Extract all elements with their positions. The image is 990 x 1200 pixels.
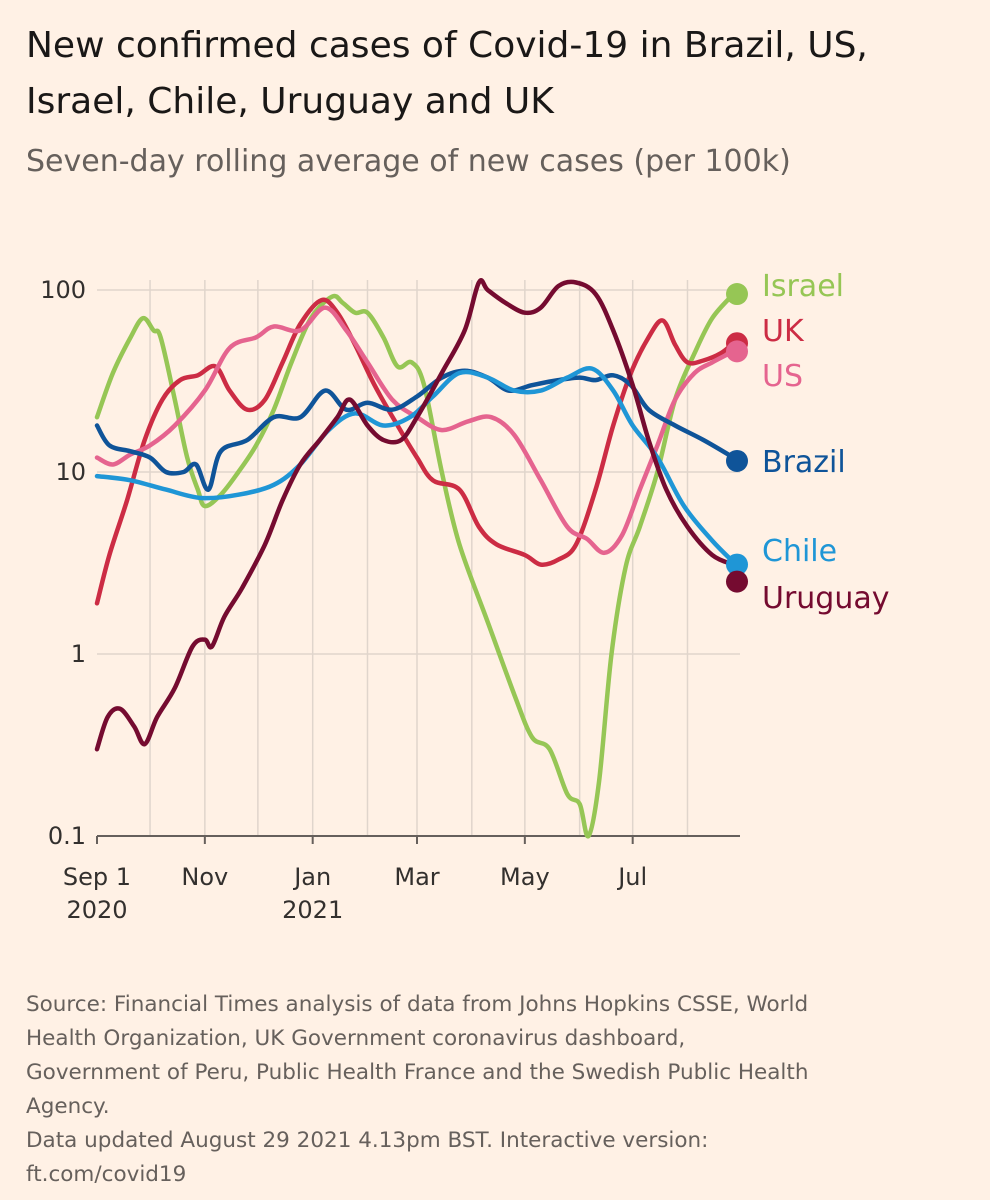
title-line: New confirmed cases of Covid-19 in Brazi…	[26, 25, 868, 66]
chart-title: New confirmed cases of Covid-19 in Brazi…	[26, 18, 966, 130]
title-line: Israel, Chile, Uruguay and UK	[26, 81, 554, 122]
end-marker-us	[726, 340, 748, 363]
series-label-us: US	[762, 359, 803, 394]
axes: 0.1 1 10 100 Sep 1 2020 Nov Jan 2021 Mar May Jul	[40, 276, 740, 924]
end-markers	[726, 283, 748, 593]
series-line-us	[94, 305, 736, 556]
y-tick-label: 1	[71, 640, 86, 668]
line-chart: 0.1 1 10 100 Sep 1 2020 Nov Jan 2021 Mar May Jul Is…	[40, 269, 890, 924]
series-label-israel: Israel	[762, 269, 844, 304]
x-tick-label: Nov	[181, 863, 228, 891]
chart-subtitle: Seven-day rolling average of new cases (…	[26, 144, 791, 179]
end-marker-brazil	[726, 449, 748, 472]
series-label-chile: Chile	[762, 534, 837, 569]
series-line-uk	[94, 297, 736, 606]
series-line-chile	[94, 365, 736, 565]
source-line: Source: Financial Times analysis of data…	[26, 992, 809, 1017]
x-tick-label: Mar	[394, 863, 439, 891]
y-tick-label: 100	[40, 276, 86, 304]
series-lines	[94, 278, 736, 839]
grid	[97, 280, 740, 836]
y-tick-label: 10	[55, 458, 86, 486]
end-marker-uruguay	[726, 570, 748, 593]
series-line-uruguay	[94, 278, 736, 752]
source-line: Agency.	[26, 1094, 110, 1119]
source-note: Source: Financial Times analysis of data…	[26, 988, 976, 1192]
series-label-uruguay: Uruguay	[762, 581, 890, 616]
source-line: Data updated August 29 2021 4.13pm BST. …	[26, 1128, 709, 1153]
series-line-brazil	[94, 368, 736, 492]
source-line: Health Organization, UK Government coron…	[26, 1026, 686, 1051]
x-tick-label: May	[500, 863, 550, 891]
source-line: Government of Peru, Public Health France…	[26, 1060, 809, 1085]
end-marker-chile	[726, 553, 748, 576]
series-labels: Israel UK US Brazil Chile Uruguay	[762, 269, 890, 616]
series-line-israel	[94, 291, 736, 839]
x-tick-label: Jul	[616, 863, 647, 891]
x-tick-sublabel: 2021	[282, 896, 343, 924]
series-label-brazil: Brazil	[762, 445, 846, 480]
x-tick-label: Sep 1	[63, 863, 131, 891]
source-line: ft.com/covid19	[26, 1162, 187, 1187]
x-tick-label: Jan	[292, 863, 331, 891]
x-tick-sublabel: 2020	[66, 896, 127, 924]
series-label-uk: UK	[762, 314, 805, 349]
end-marker-israel	[726, 283, 748, 306]
y-tick-label: 0.1	[48, 822, 86, 850]
